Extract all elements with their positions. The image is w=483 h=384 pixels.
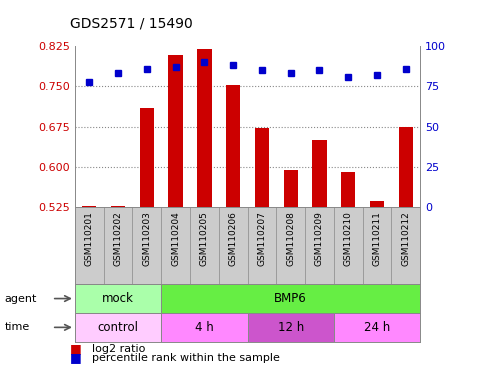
Text: control: control (98, 321, 139, 334)
Text: GSM110208: GSM110208 (286, 211, 295, 266)
Bar (226, 85, 241, 207)
Bar (169, 55, 183, 207)
Bar (197, 49, 212, 207)
Text: ■: ■ (70, 351, 82, 364)
Text: GSM110210: GSM110210 (344, 211, 353, 266)
Text: GSM110205: GSM110205 (200, 211, 209, 266)
Bar (161, 284, 420, 313)
Text: percentile rank within the sample: percentile rank within the sample (92, 353, 280, 363)
Bar (247, 313, 334, 342)
Bar (284, 170, 298, 207)
Text: ■: ■ (70, 342, 82, 355)
Bar (75, 313, 161, 342)
Text: GSM110209: GSM110209 (315, 211, 324, 266)
Text: GSM110212: GSM110212 (401, 211, 411, 266)
Bar (161, 313, 247, 342)
Text: BMP6: BMP6 (274, 292, 307, 305)
Text: GSM110203: GSM110203 (142, 211, 151, 266)
Text: GSM110211: GSM110211 (372, 211, 382, 266)
Bar (82, 206, 97, 207)
Bar (398, 127, 413, 207)
Bar (75, 284, 161, 313)
Text: GSM110207: GSM110207 (257, 211, 267, 266)
Text: mock: mock (102, 292, 134, 305)
Text: GSM110204: GSM110204 (171, 211, 180, 266)
Bar (341, 172, 355, 207)
Text: GDS2571 / 15490: GDS2571 / 15490 (70, 17, 193, 31)
Text: time: time (5, 322, 30, 333)
Text: 12 h: 12 h (278, 321, 304, 334)
Text: 4 h: 4 h (195, 321, 214, 334)
Bar (334, 313, 420, 342)
Bar (140, 108, 154, 207)
Bar (111, 206, 125, 207)
Text: GSM110206: GSM110206 (228, 211, 238, 266)
Text: log2 ratio: log2 ratio (92, 344, 145, 354)
Bar (255, 128, 269, 207)
Bar (313, 140, 327, 207)
Bar (370, 202, 384, 207)
Text: agent: agent (5, 293, 37, 304)
Text: GSM110202: GSM110202 (114, 211, 123, 266)
Text: 24 h: 24 h (364, 321, 390, 334)
Text: GSM110201: GSM110201 (85, 211, 94, 266)
